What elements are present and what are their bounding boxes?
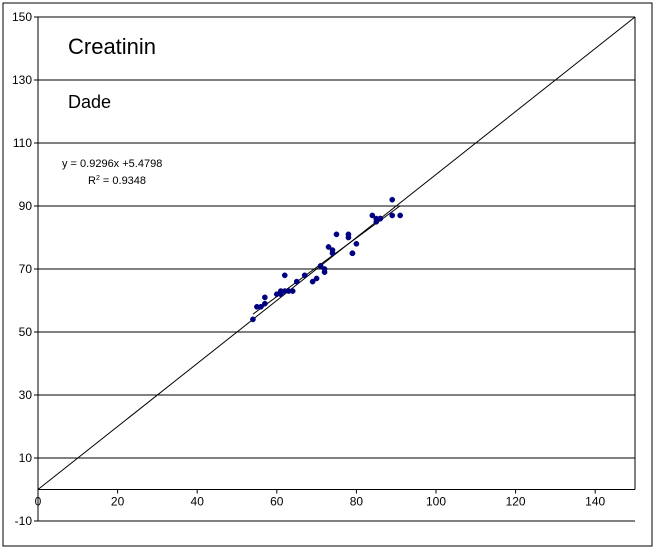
r-squared-label: R2 = 0.9348 <box>88 175 146 187</box>
r-squared-symbol: R <box>88 175 96 187</box>
identity-line <box>37 16 636 490</box>
data-point <box>293 278 300 285</box>
y-tick-label: 150 <box>12 10 32 24</box>
data-point <box>250 316 256 323</box>
chart-subtitle: Dade <box>68 92 111 112</box>
data-point <box>321 269 328 275</box>
chart-title: Creatinin <box>68 34 156 59</box>
data-point <box>281 272 288 279</box>
x-tick-label: 120 <box>506 495 526 509</box>
y-tick-label: 30 <box>19 388 33 402</box>
data-point <box>333 231 340 238</box>
data-point <box>309 278 316 285</box>
data-points <box>250 196 404 323</box>
r-squared-exponent: 2 <box>96 175 100 182</box>
data-point <box>349 250 356 257</box>
axes <box>34 16 636 522</box>
x-tick-label: 60 <box>270 495 284 509</box>
data-point <box>345 231 352 238</box>
data-point <box>301 272 308 279</box>
x-tick-label: 140 <box>585 495 605 509</box>
y-tick-label: 10 <box>19 451 33 465</box>
data-point <box>325 244 332 250</box>
data-point <box>353 240 360 247</box>
data-point <box>369 212 376 219</box>
x-tick-label: 80 <box>350 495 364 509</box>
data-point <box>313 275 320 282</box>
data-point <box>289 288 296 294</box>
data-point <box>389 212 396 219</box>
y-tick-label: 110 <box>13 136 32 150</box>
y-tick-label: -10 <box>15 514 33 528</box>
x-tick-labels: 0 20 40 60 80 100 120 140 <box>35 495 606 509</box>
x-tick-label: 20 <box>111 495 125 509</box>
y-tick-label: 70 <box>19 262 33 276</box>
data-point <box>258 303 264 310</box>
data-point <box>317 263 324 269</box>
x-tick-label: 40 <box>191 495 205 509</box>
data-point <box>329 247 336 253</box>
x-tick-label: 0 <box>35 495 42 509</box>
x-tick-label: 100 <box>426 495 446 509</box>
data-point <box>389 196 396 203</box>
data-point <box>277 291 284 298</box>
y-tick-label: 50 <box>19 325 33 339</box>
data-point <box>262 294 268 301</box>
data-point <box>262 300 268 307</box>
data-point <box>377 215 384 222</box>
r-squared-value: = 0.9348 <box>100 175 146 187</box>
data-point <box>373 218 380 225</box>
y-tick-labels: -10 10 30 50 70 90 110 130 150 <box>12 10 32 528</box>
data-point <box>397 212 404 219</box>
y-tick-label: 130 <box>12 73 32 87</box>
trendline-equation: y = 0.9296x +5.4798 <box>62 158 162 170</box>
y-tick-label: 90 <box>19 199 33 213</box>
